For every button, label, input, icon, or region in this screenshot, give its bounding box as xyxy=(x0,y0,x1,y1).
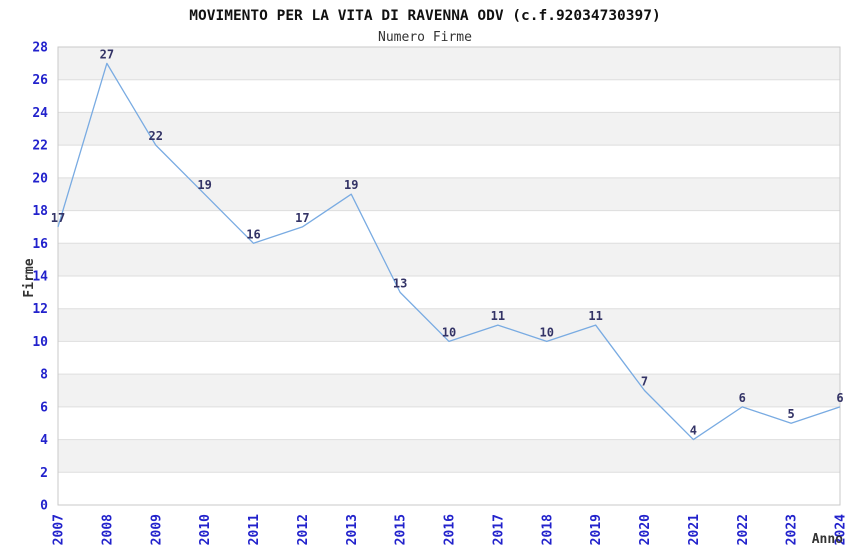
data-point-label: 19 xyxy=(197,178,211,192)
y-tick-label: 24 xyxy=(32,106,48,121)
x-axis-tick-labels: 2007 2008 2009 2010 2011 2012 2013 2015 2016 2017… xyxy=(52,514,849,545)
x-tick-label: 2015 xyxy=(394,514,409,545)
data-point-label: 6 xyxy=(836,391,843,405)
chart-title: MOVIMENTO PER LA VITA DI RAVENNA ODV (c.… xyxy=(189,8,660,24)
y-tick-label: 20 xyxy=(32,171,48,186)
x-tick-label: 2020 xyxy=(638,514,653,545)
x-tick-label: 2007 xyxy=(52,514,67,545)
x-tick-label: 2021 xyxy=(687,514,702,545)
x-tick-label: 2023 xyxy=(785,514,800,545)
plot-band xyxy=(58,177,840,211)
y-tick-label: 14 xyxy=(32,270,48,285)
y-tick-label: 18 xyxy=(32,204,48,219)
data-point-label: 17 xyxy=(51,211,65,225)
x-tick-label: 2011 xyxy=(247,514,262,545)
data-point-label: 22 xyxy=(149,129,163,143)
y-axis-title: Firme xyxy=(22,258,37,297)
x-tick-label: 2008 xyxy=(100,514,115,545)
plot-band xyxy=(58,47,840,80)
data-point-label: 10 xyxy=(442,325,456,339)
data-point-label: 27 xyxy=(100,47,114,61)
y-tick-label: 6 xyxy=(40,400,48,415)
series-line xyxy=(57,62,841,441)
plot-band-group xyxy=(58,47,840,473)
data-point-label: 11 xyxy=(588,309,602,323)
gridline-group xyxy=(58,79,840,473)
y-tick-label: 2 xyxy=(40,466,48,481)
x-tick-label: 2013 xyxy=(345,514,360,545)
plot-band xyxy=(58,374,840,407)
x-tick-label: 2012 xyxy=(296,514,311,545)
x-tick-label: 2018 xyxy=(540,514,555,545)
data-point-label: 6 xyxy=(739,391,746,405)
y-tick-label: 10 xyxy=(32,335,48,350)
data-point-label: 16 xyxy=(246,227,260,241)
value-label-group: 17 27 22 19 16 17 19 13 10 11 10 11 7 4 6 5 6 xyxy=(51,47,844,437)
data-point-label: 7 xyxy=(641,375,648,389)
plot-border xyxy=(57,46,841,506)
x-tick-label: 2010 xyxy=(198,514,213,545)
x-tick-label: 2024 xyxy=(834,514,849,545)
plot-band xyxy=(58,308,840,342)
x-tick-label: 2019 xyxy=(589,514,604,545)
y-tick-label: 0 xyxy=(40,499,48,514)
data-point-label: 4 xyxy=(690,424,697,438)
data-point-label: 13 xyxy=(393,276,407,290)
plot-band xyxy=(58,243,840,276)
plot-band xyxy=(58,112,840,146)
data-point-label: 19 xyxy=(344,178,358,192)
data-point-label: 17 xyxy=(295,211,309,225)
y-tick-label: 22 xyxy=(32,139,48,154)
chart-subtitle: Numero Firme xyxy=(378,30,472,45)
x-tick-label: 2009 xyxy=(149,514,164,545)
data-point-label: 5 xyxy=(788,407,795,421)
y-tick-label: 28 xyxy=(32,41,48,56)
y-tick-label: 16 xyxy=(32,237,48,252)
y-tick-label: 26 xyxy=(32,73,48,88)
x-tick-label: 2022 xyxy=(736,514,751,545)
y-tick-label: 8 xyxy=(40,368,48,383)
y-tick-label: 4 xyxy=(40,433,48,448)
x-tick-label: 2017 xyxy=(491,514,506,545)
x-tick-label: 2016 xyxy=(443,514,458,545)
data-point-label: 10 xyxy=(540,325,554,339)
x-axis-title: Anno xyxy=(812,532,843,547)
plot-band xyxy=(58,439,840,473)
y-tick-label: 12 xyxy=(32,302,48,317)
data-point-label: 11 xyxy=(491,309,505,323)
